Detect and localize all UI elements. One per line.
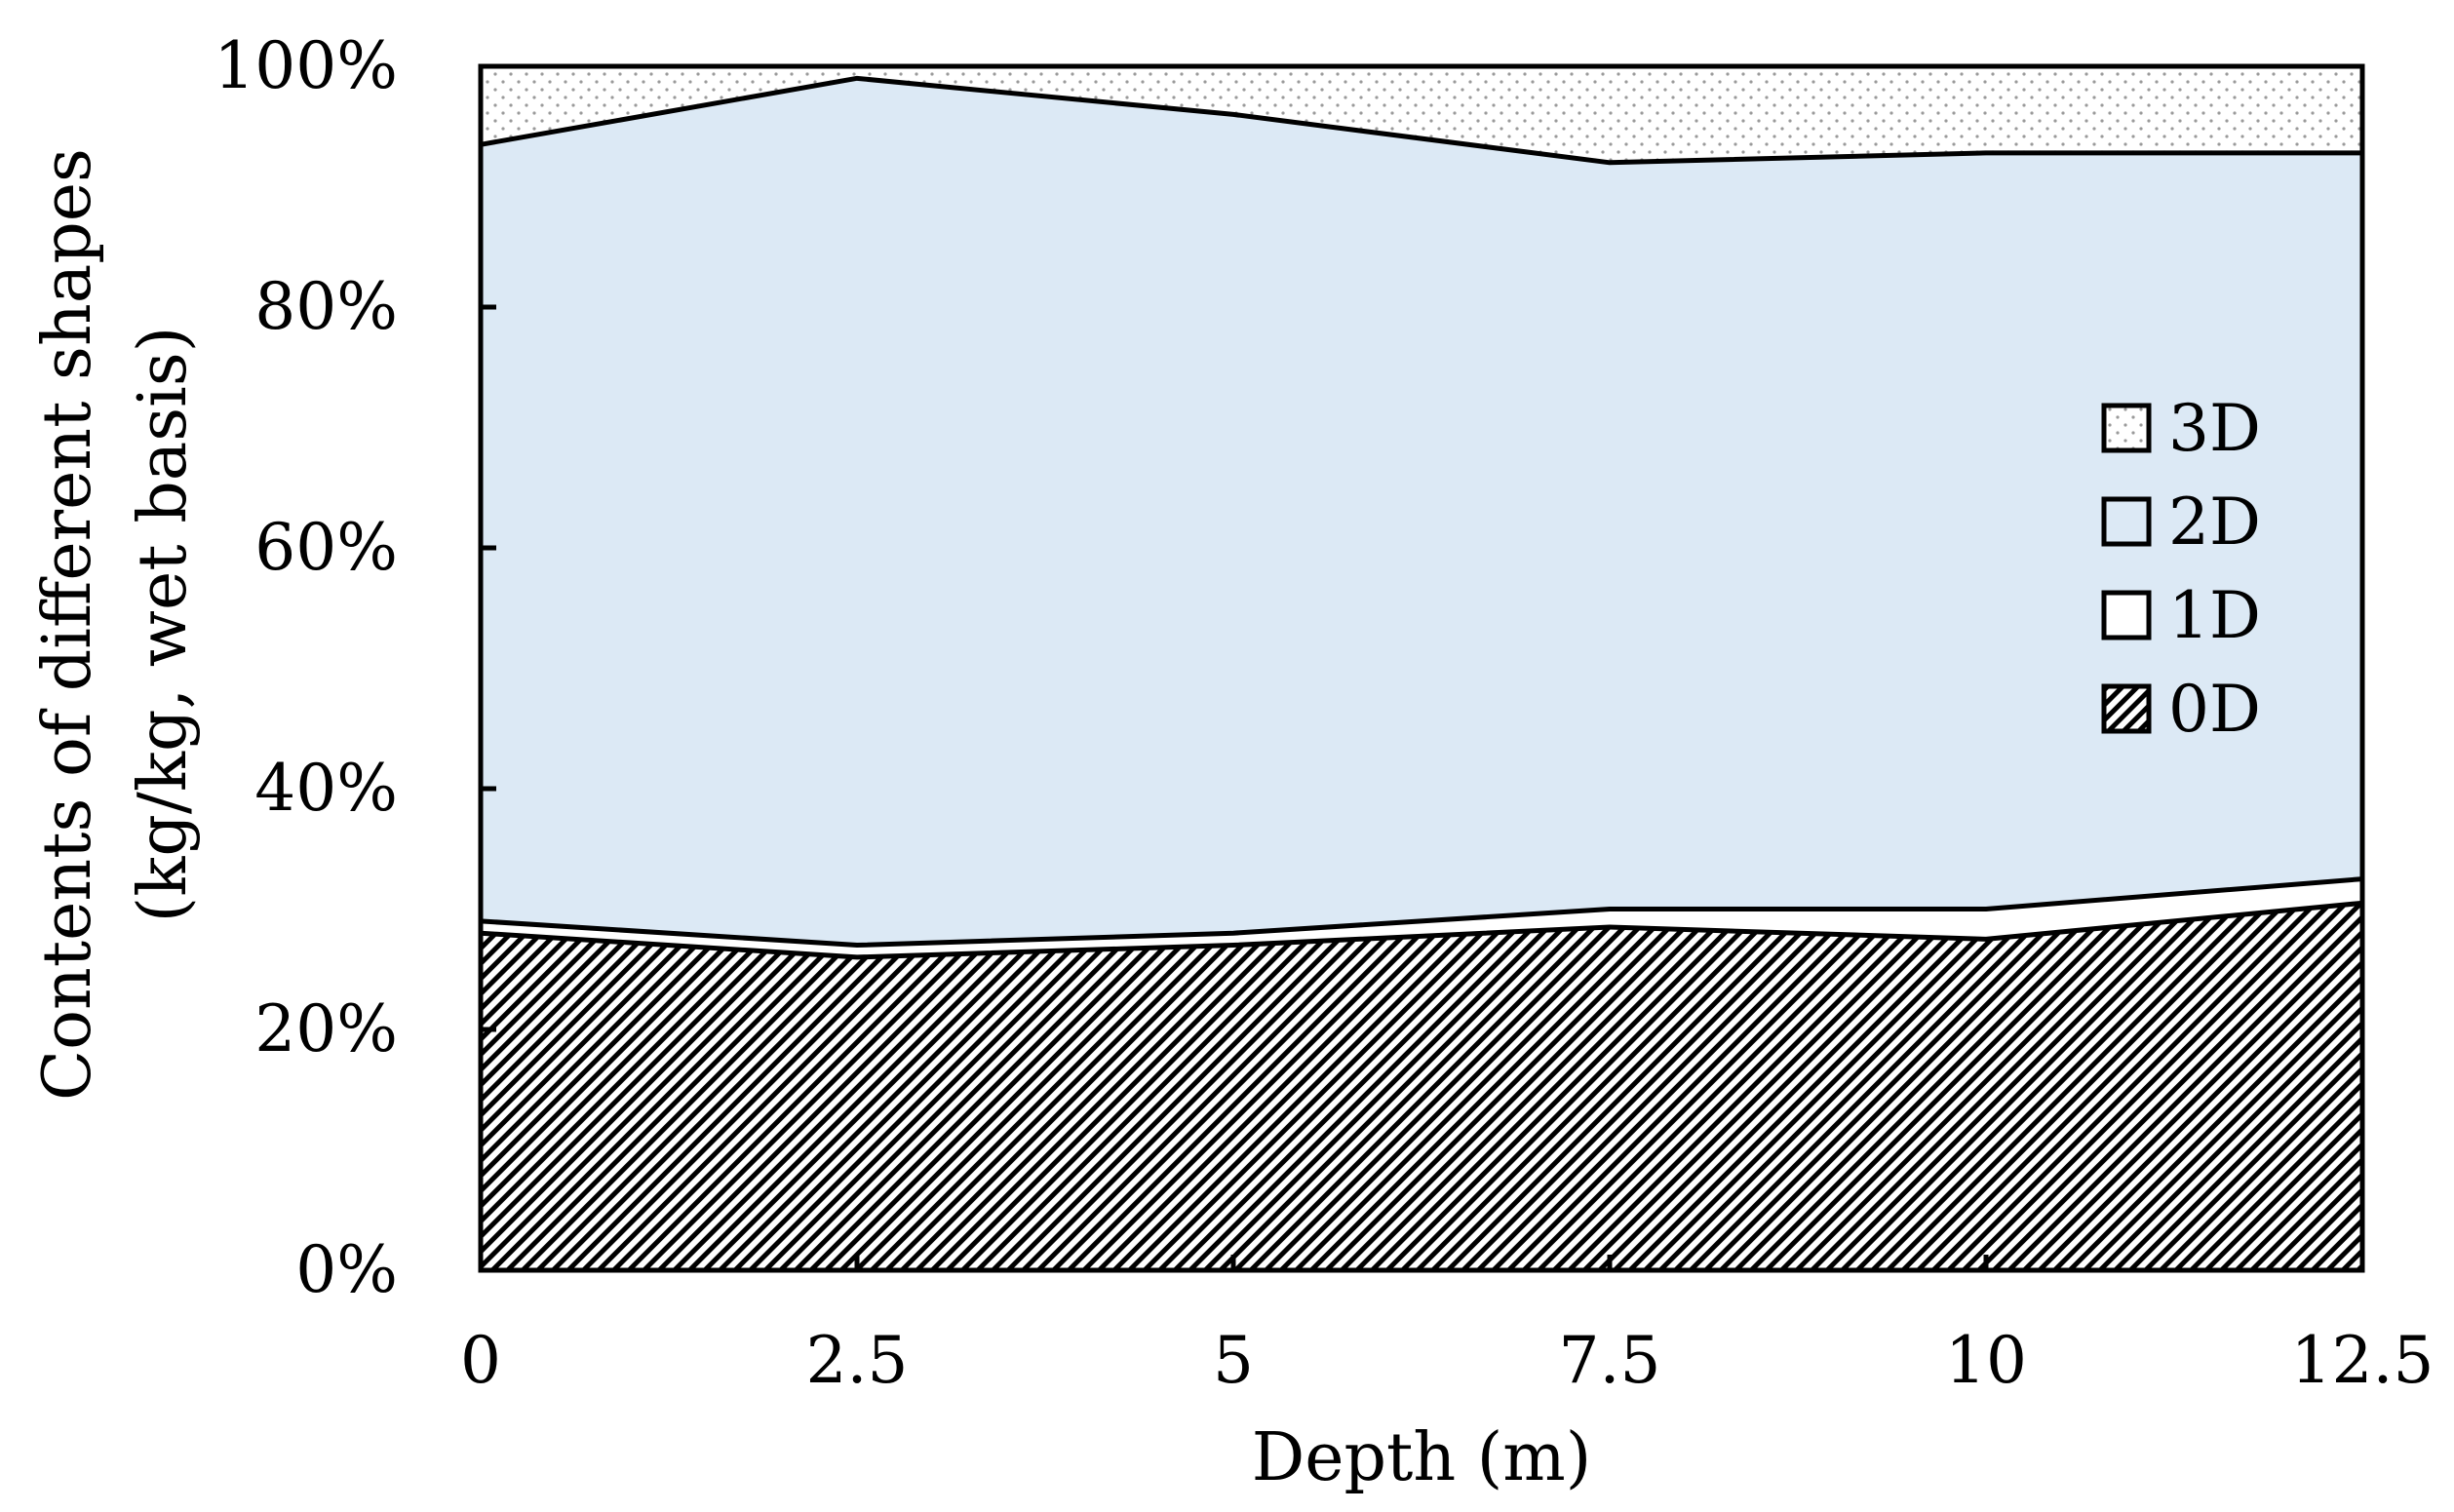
- y-axis-label-line2: (kg/kg, wet basis): [125, 327, 202, 923]
- legend-label-1d: 1D: [2168, 578, 2261, 653]
- x-tick-label: 2.5: [806, 1323, 909, 1398]
- series-lines-layer: [480, 75, 2363, 960]
- y-tick-label: 20%: [254, 991, 398, 1066]
- legend-swatch-3d: [2101, 403, 2152, 453]
- area-1d: [481, 878, 2362, 957]
- series-line-1d: [480, 876, 2363, 949]
- series-line-0d: [480, 900, 2363, 960]
- x-axis: 0 2.5 5 7.5 10 12.5: [460, 1255, 2434, 1398]
- legend-label-3d: 3D: [2168, 391, 2261, 466]
- y-axis: 0% 20% 40% 60% 80% 100%: [214, 28, 496, 1307]
- legend-label-2d: 2D: [2168, 485, 2261, 560]
- legend: 3D 2D 1D 0D: [2101, 391, 2261, 747]
- y-tick-label: 40%: [254, 751, 398, 826]
- x-tick-label: 10: [1945, 1323, 2027, 1398]
- y-tick-label: 60%: [254, 510, 398, 585]
- x-axis-label: Depth (m): [1252, 1419, 1592, 1496]
- legend-swatch-2d: [2101, 496, 2152, 547]
- y-tick-label: 100%: [214, 28, 398, 103]
- area-2d: [481, 78, 2362, 946]
- y-axis-label-line1: Contents of different shapes: [29, 148, 106, 1101]
- x-tick-label: 7.5: [1559, 1323, 1661, 1398]
- plot-frame: [478, 63, 2365, 1273]
- series-line-2d: [480, 75, 2362, 166]
- area-0d: [481, 903, 2362, 1270]
- x-tick-label: 5: [1213, 1323, 1254, 1398]
- legend-swatch-1d: [2101, 590, 2152, 640]
- y-tick-label: 0%: [295, 1232, 398, 1307]
- legend-swatch-0d: [2101, 683, 2152, 734]
- x-tick-label: 0: [460, 1323, 501, 1398]
- area-3d: [481, 66, 2362, 163]
- areas-layer: [481, 66, 2362, 1270]
- x-tick-label: 12.5: [2291, 1323, 2435, 1398]
- legend-label-0d: 0D: [2168, 672, 2261, 747]
- y-tick-label: 80%: [254, 269, 398, 344]
